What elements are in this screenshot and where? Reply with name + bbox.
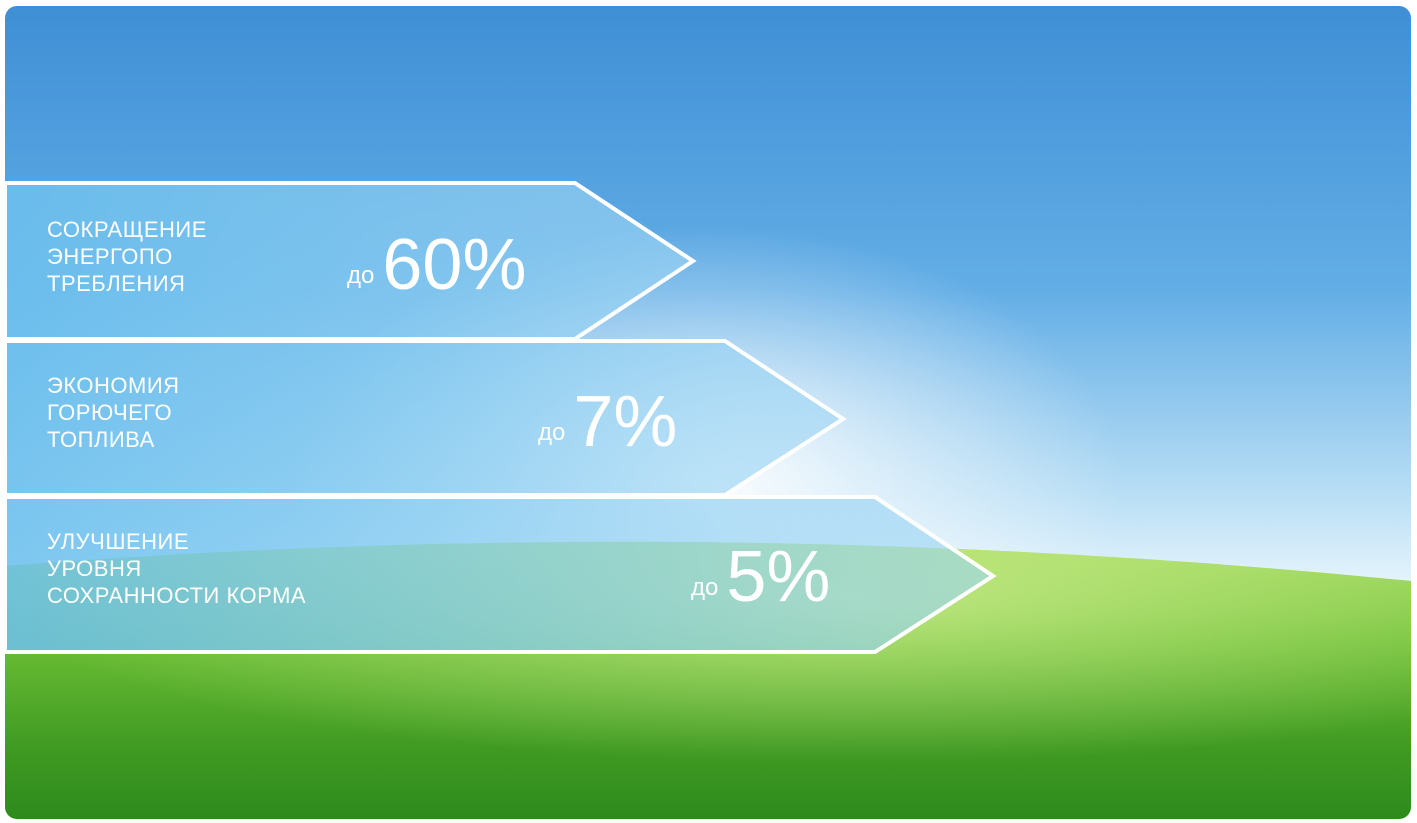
benefit-label-line: СОКРАЩЕНИЕ	[47, 217, 207, 242]
benefit-value-prefix: до	[538, 419, 566, 446]
benefit-arrow-1	[5, 181, 697, 341]
benefit-label-2: ЭКОНОМИЯ ГОРЮЧЕГО ТОПЛИВА	[47, 372, 180, 453]
benefit-label-1: СОКРАЩЕНИЕ ЭНЕРГОПО ТРЕБЛЕНИЯ	[47, 216, 207, 297]
benefit-value-1: до 60%	[347, 225, 527, 305]
benefit-label-line: УЛУЧШЕНИЕ	[47, 529, 190, 554]
benefit-arrow-2	[5, 339, 847, 497]
benefit-value-number: 5%	[726, 537, 831, 617]
benefit-label-3: УЛУЧШЕНИЕ УРОВНЯ СОХРАННОСТИ КОРМА	[47, 528, 306, 609]
benefit-label-line: СОХРАННОСТИ КОРМА	[47, 583, 307, 608]
benefit-value-3: до 5%	[691, 537, 831, 617]
benefit-label-line: ЭКОНОМИЯ	[47, 373, 180, 398]
benefit-label-line: ТРЕБЛЕНИЯ	[47, 271, 186, 296]
benefit-value-prefix: до	[347, 262, 375, 289]
benefit-value-2: до 7%	[538, 382, 678, 462]
benefit-value-number: 7%	[573, 382, 678, 462]
benefit-label-line: ГОРЮЧЕГО	[47, 400, 173, 425]
benefit-value-number: 60%	[382, 225, 527, 305]
benefit-label-line: УРОВНЯ	[47, 556, 142, 581]
benefit-label-line: ЭНЕРГОПО	[47, 244, 173, 269]
benefit-arrow-3	[5, 495, 997, 654]
benefit-value-prefix: до	[691, 574, 719, 601]
benefit-arrows	[5, 181, 997, 654]
hero-banner: СОКРАЩЕНИЕ ЭНЕРГОПО ТРЕБЛЕНИЯ до 60% ЭКО…	[5, 6, 1411, 819]
benefit-label-line: ТОПЛИВА	[47, 427, 155, 452]
